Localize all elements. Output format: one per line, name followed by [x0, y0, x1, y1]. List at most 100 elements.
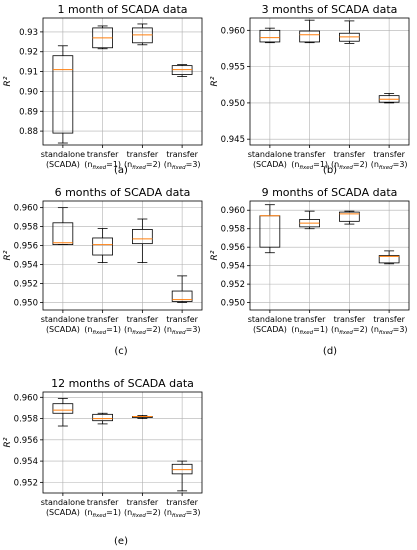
- x-tick-label: transfer: [87, 498, 119, 507]
- x-tick-label: (nfixed=3): [164, 508, 201, 519]
- chart-title: 6 months of SCADA data: [55, 186, 191, 199]
- x-tick-label: (nfixed=2): [124, 325, 161, 336]
- box-plot: [339, 20, 360, 44]
- chart-panel: 0.950 0.952 0.954 0.956 0.958 0.960 standalone…: [210, 186, 410, 357]
- x-tick-label: (nfixed=3): [164, 325, 201, 336]
- y-tick-label: 0.955: [221, 63, 245, 73]
- x-tick-label: (nfixed=1): [84, 160, 121, 171]
- x-tick-label: transfer: [294, 150, 326, 159]
- x-tick-label: (nfixed=3): [371, 160, 408, 171]
- box-plot: [132, 218, 153, 264]
- x-tick-label: (SCADA): [253, 325, 287, 334]
- y-tick-label: 0.950: [14, 298, 38, 308]
- y-tick-label: 0.960: [221, 206, 245, 216]
- box: [132, 229, 153, 245]
- box-plot: [92, 228, 113, 264]
- x-tick-label: standalone: [248, 150, 292, 159]
- x-tick-label: (nfixed=2): [331, 325, 368, 336]
- chart-panel: 0.945 0.950 0.955 0.960 standalone(SCADA) tra…: [210, 3, 410, 176]
- box: [259, 29, 281, 43]
- y-tick-label: 0.958: [14, 223, 38, 233]
- y-tick-label: 0.956: [14, 436, 38, 446]
- y-tick-label: 0.88: [19, 127, 38, 137]
- y-tick-label: 0.960: [14, 204, 38, 214]
- y-axis-label: R²: [3, 437, 13, 447]
- y-tick-label: 0.950: [221, 299, 245, 309]
- x-tick-label: transfer: [166, 150, 198, 159]
- y-tick-label: 0.956: [221, 243, 245, 253]
- chart-title: 12 months of SCADA data: [51, 377, 194, 390]
- box: [171, 463, 193, 475]
- y-tick-label: 0.952: [14, 478, 38, 488]
- chart-panel: 0.952 0.954 0.956 0.958 0.960 standalone(SCAD…: [3, 377, 203, 547]
- x-tick-label: standalone: [41, 315, 85, 324]
- x-tick-label: transfer: [294, 315, 326, 324]
- plot-frame: [42, 391, 203, 494]
- x-tick-label: (SCADA): [46, 508, 80, 517]
- box-plot: [299, 210, 320, 230]
- y-tick-label: 0.954: [221, 262, 245, 272]
- y-tick-label: 0.93: [19, 28, 38, 38]
- box-plot: [132, 23, 153, 46]
- panel-label: (d): [323, 346, 337, 357]
- x-tick-label: (nfixed=1): [291, 160, 328, 171]
- x-tick-label: transfer: [87, 315, 119, 324]
- x-tick-label: transfer: [87, 150, 119, 159]
- plot-frame: [249, 17, 410, 146]
- box-plot: [92, 412, 113, 425]
- panel-label: (a): [114, 165, 128, 176]
- panel-label: (e): [114, 536, 128, 547]
- plot-frame: [42, 17, 203, 146]
- y-tick-label: 0.960: [14, 393, 38, 403]
- box: [339, 211, 360, 222]
- box-plot: [259, 204, 281, 254]
- x-tick-label: (nfixed=3): [371, 325, 408, 336]
- x-tick-label: (SCADA): [46, 160, 80, 169]
- box: [171, 290, 193, 302]
- plot-frame: [42, 200, 203, 311]
- x-tick-label: (nfixed=1): [84, 325, 121, 336]
- box-plot: [52, 207, 74, 246]
- y-tick-label: 0.90: [19, 87, 38, 97]
- box-plot: [132, 414, 153, 419]
- x-tick-label: transfer: [373, 150, 405, 159]
- y-axis-label: R²: [3, 76, 13, 86]
- panel-label: (b): [323, 165, 337, 176]
- y-axis-label: R²: [210, 250, 220, 260]
- x-tick-label: (nfixed=3): [164, 160, 201, 171]
- chart-panel: 0.950 0.952 0.954 0.956 0.958 0.960 standalone…: [3, 186, 203, 357]
- y-tick-label: 0.89: [19, 107, 38, 117]
- x-tick-label: (SCADA): [253, 160, 287, 169]
- x-tick-label: (nfixed=2): [124, 160, 161, 171]
- y-tick-label: 0.952: [14, 279, 38, 289]
- box-plot: [259, 27, 281, 44]
- y-axis-label: R²: [3, 250, 13, 260]
- box-plot: [171, 460, 193, 492]
- x-tick-label: transfer: [334, 315, 366, 324]
- y-tick-label: 0.950: [221, 99, 245, 109]
- box-plot: [339, 210, 360, 225]
- x-tick-label: standalone: [248, 315, 292, 324]
- y-tick-label: 0.952: [221, 280, 245, 290]
- x-tick-label: transfer: [373, 315, 405, 324]
- box: [378, 255, 400, 264]
- chart-panel: 0.88 0.89 0.90 0.91 0.92 0.93 standalone(SCADA…: [3, 3, 203, 176]
- y-tick-label: 0.92: [19, 48, 38, 58]
- y-tick-label: 0.954: [14, 457, 38, 467]
- x-tick-label: standalone: [41, 498, 85, 507]
- y-axis-label: R²: [210, 76, 220, 86]
- box: [52, 55, 74, 134]
- box: [52, 222, 74, 246]
- x-tick-label: (SCADA): [46, 325, 80, 334]
- x-tick-label: (nfixed=1): [84, 508, 121, 519]
- y-tick-label: 0.954: [14, 261, 38, 271]
- plot-frame: [249, 200, 410, 311]
- x-tick-label: (nfixed=1): [291, 325, 328, 336]
- x-tick-label: (nfixed=2): [124, 508, 161, 519]
- x-tick-label: transfer: [166, 315, 198, 324]
- box-plot: [52, 397, 74, 427]
- box: [52, 403, 74, 414]
- panel-label: (c): [114, 346, 127, 357]
- x-tick-label: (nfixed=2): [331, 160, 368, 171]
- chart-title: 3 months of SCADA data: [262, 3, 398, 16]
